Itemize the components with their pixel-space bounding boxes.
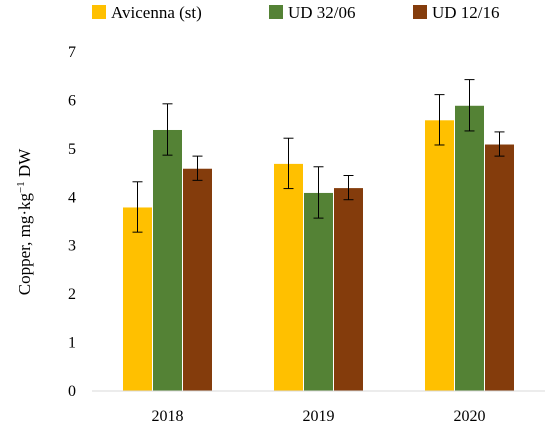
x-tick-label: 2018	[152, 408, 184, 425]
legend-entry: Avicenna (st)	[111, 3, 202, 22]
y-tick-label: 2	[68, 286, 76, 303]
bar	[182, 167, 213, 392]
bar	[484, 143, 515, 392]
legend-swatch	[269, 5, 283, 19]
x-tick-label: 2019	[303, 408, 335, 425]
legend: Avicenna (st) UD 32/06 UD 12/16	[92, 3, 500, 22]
y-tick-label: 7	[68, 44, 76, 61]
y-axis-label-superscript: −1	[15, 181, 27, 193]
y-tick-label: 0	[68, 383, 76, 400]
y-tick-label: 6	[68, 92, 76, 109]
y-axis-label-suffix: DW	[15, 148, 34, 182]
bar	[303, 191, 334, 392]
y-axis-ticks: 0 1 2 3 4 5 6 7	[68, 44, 76, 400]
bar	[152, 128, 183, 392]
error-bars	[132, 79, 505, 233]
y-tick-label: 3	[68, 238, 76, 255]
bar	[454, 104, 485, 392]
bar	[273, 162, 304, 392]
y-axis-label-main: Copper, mg·kg	[15, 193, 34, 296]
legend-entry: UD 12/16	[432, 3, 500, 22]
bars	[122, 104, 515, 392]
bar	[122, 206, 153, 392]
x-tick-label: 2020	[454, 408, 486, 425]
legend-swatch	[413, 5, 427, 19]
bar	[333, 187, 364, 392]
legend-swatch	[92, 5, 106, 19]
x-axis-ticks: 2018 2019 2020	[152, 408, 486, 425]
y-tick-label: 5	[68, 141, 76, 158]
y-tick-label: 1	[68, 335, 76, 352]
bar	[424, 119, 455, 392]
y-tick-label: 4	[68, 189, 76, 206]
legend-entry: UD 32/06	[288, 3, 356, 22]
y-axis-label: Copper, mg·kg−1 DW	[15, 148, 34, 295]
y-axis-label-group: Copper, mg·kg−1 DW	[15, 148, 34, 295]
